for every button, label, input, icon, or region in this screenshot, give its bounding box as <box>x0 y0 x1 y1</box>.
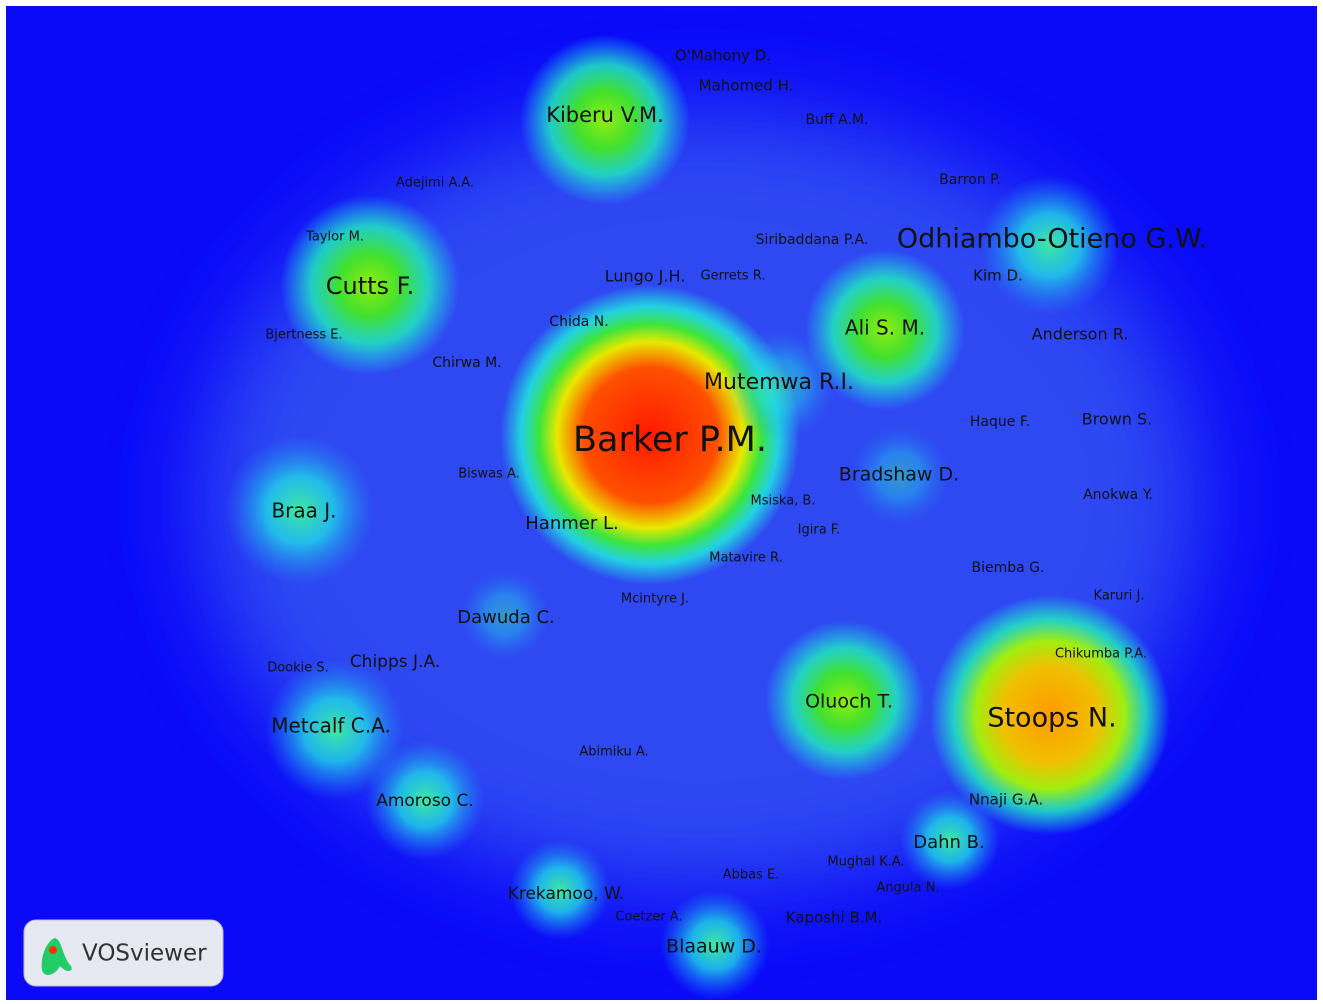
labels: O'Mahony D. Mahomed H. Kiberu V.M. Buff A.M… <box>265 47 1207 958</box>
node-label[interactable]: Coetzer A. <box>615 910 682 925</box>
node-label[interactable]: Adejimi A.A. <box>396 176 474 191</box>
node-label[interactable]: Mutemwa R.I. <box>704 370 854 395</box>
node-label[interactable]: Amoroso C. <box>376 791 474 811</box>
node-label[interactable]: Anderson R. <box>1032 325 1129 344</box>
node-label[interactable]: Brown S. <box>1082 410 1153 429</box>
node-label[interactable]: Angula N. <box>876 881 939 896</box>
node-label[interactable]: Msiska, B. <box>751 494 816 509</box>
node-label[interactable]: O'Mahony D. <box>675 47 771 65</box>
node-label[interactable]: Chipps J.A. <box>350 652 440 672</box>
node-label[interactable]: Mahomed H. <box>699 77 794 95</box>
node-label[interactable]: Abimiku A. <box>579 745 648 760</box>
node-label[interactable]: Hanmer L. <box>525 513 618 534</box>
node-label[interactable]: Odhiambo-Otieno G.W. <box>897 224 1207 255</box>
node-label[interactable]: Blaauw D. <box>666 936 762 958</box>
node-label[interactable]: Nnaji G.A. <box>969 791 1043 809</box>
node-label[interactable]: Metcalf C.A. <box>271 714 391 738</box>
node-label[interactable]: Oluoch T. <box>805 691 893 713</box>
node-label[interactable]: Braa J. <box>271 499 336 523</box>
node-label[interactable]: Ali S. M. <box>845 316 925 340</box>
node-label[interactable]: Matavire R. <box>709 551 782 566</box>
logo[interactable]: VOSviewer <box>23 919 224 987</box>
node-label[interactable]: Chida N. <box>549 314 608 330</box>
node-label[interactable]: Krekamoo, W. <box>508 884 625 904</box>
node-label[interactable]: Dookie S. <box>267 661 329 676</box>
node-label[interactable]: Haque F. <box>970 414 1030 430</box>
node-label[interactable]: Biemba G. <box>972 560 1045 576</box>
logo-icon <box>41 938 72 975</box>
node-label[interactable]: Gerrets R. <box>701 269 766 284</box>
node-label[interactable]: Chirwa M. <box>432 355 501 371</box>
node-label[interactable]: Bjertness E. <box>265 328 342 343</box>
node-label[interactable]: Kim D. <box>973 267 1023 285</box>
node-label[interactable]: Mughal K.A. <box>827 855 904 870</box>
node-label[interactable]: Barker P.M. <box>573 420 767 460</box>
node-label[interactable]: Abbas E. <box>723 868 780 883</box>
node-label[interactable]: Bradshaw D. <box>839 464 959 486</box>
node-label[interactable]: Siribaddana P.A. <box>756 232 869 248</box>
node-label[interactable]: Kiberu V.M. <box>546 103 664 127</box>
logo-box[interactable] <box>23 919 224 987</box>
node-label[interactable]: Karuri J. <box>1094 589 1145 604</box>
node-label[interactable]: Chikumba P.A. <box>1055 647 1147 662</box>
node-label[interactable]: Igira F. <box>798 523 841 538</box>
node-label[interactable]: Buff A.M. <box>806 112 869 128</box>
node-label[interactable]: Kaposhi B.M. <box>786 909 883 927</box>
node-label[interactable]: Mcintyre J. <box>621 592 689 607</box>
node-label[interactable]: Anokwa Y. <box>1083 487 1153 503</box>
node-label[interactable]: Stoops N. <box>987 703 1116 734</box>
node-label[interactable]: Cutts F. <box>326 272 415 300</box>
node-label[interactable]: Lungo J.H. <box>605 267 686 286</box>
node-label[interactable]: Dawuda C. <box>457 607 555 628</box>
density-blobs <box>225 35 1170 1000</box>
logo-text: VOSviewer <box>82 941 207 967</box>
node-label[interactable]: Barron P. <box>939 172 1001 188</box>
node-label[interactable]: Biswas A. <box>458 467 520 482</box>
node-label[interactable]: Dahn B. <box>913 832 985 853</box>
node-label[interactable]: Taylor M. <box>305 230 364 245</box>
